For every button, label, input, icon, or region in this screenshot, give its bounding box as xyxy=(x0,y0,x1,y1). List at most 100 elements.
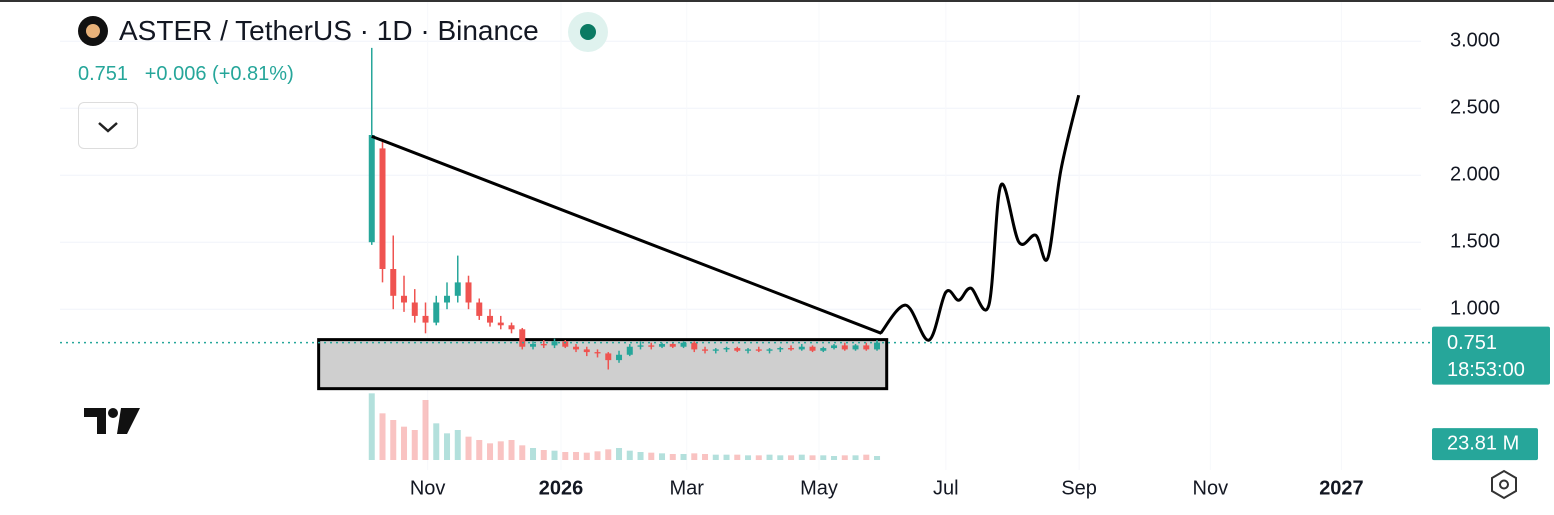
candle-body xyxy=(702,349,709,351)
candle-body xyxy=(497,322,504,326)
volume-bar xyxy=(798,454,805,460)
candle-body xyxy=(626,346,633,355)
candle-body xyxy=(777,348,784,350)
candle-body xyxy=(809,346,816,351)
y-tick-label: 2.000 xyxy=(1450,163,1500,185)
x-tick-label: 2027 xyxy=(1319,477,1364,499)
volume-bar xyxy=(454,430,461,460)
volume-bar xyxy=(831,456,838,460)
volume-bar xyxy=(583,452,590,460)
volume-bar xyxy=(820,455,827,460)
volume-bar xyxy=(368,393,375,460)
candle-body xyxy=(583,349,590,353)
candle-body xyxy=(755,349,762,351)
volume-bar xyxy=(422,400,429,460)
settings-icon[interactable] xyxy=(1491,469,1517,500)
volume-bar xyxy=(766,454,773,460)
volume-bar xyxy=(734,454,741,460)
x-tick-label: Nov xyxy=(410,477,446,499)
candle-body xyxy=(573,346,580,350)
volume-bar xyxy=(573,452,580,460)
volume-bar xyxy=(669,454,676,460)
volume-bar xyxy=(788,455,795,460)
collapse-button[interactable] xyxy=(78,102,138,149)
volume-bar xyxy=(659,453,666,460)
chevron xyxy=(98,122,118,133)
volume-bar xyxy=(594,451,601,460)
y-tick-label: 1.000 xyxy=(1450,297,1500,319)
last-price: 0.751 xyxy=(78,63,129,85)
volume-bar xyxy=(680,454,687,460)
candle-body xyxy=(508,325,515,330)
x-tick-label: May xyxy=(800,477,838,499)
volume-bar xyxy=(626,450,633,460)
x-tick-label: Sep xyxy=(1061,477,1097,499)
candle-body xyxy=(637,345,644,347)
volume-bar xyxy=(863,454,870,460)
market-status[interactable] xyxy=(568,12,608,52)
volume-bar xyxy=(691,453,698,460)
trendline xyxy=(371,134,882,335)
candle-body xyxy=(562,341,569,347)
volume-label-box xyxy=(1432,428,1538,461)
volume-bar xyxy=(702,454,709,460)
volume-bar xyxy=(723,454,730,460)
volume-label: 23.81 M xyxy=(1447,432,1519,454)
candle-body xyxy=(444,295,451,303)
candle-body xyxy=(390,269,397,296)
candle-body xyxy=(454,282,461,296)
projection-path xyxy=(879,94,1081,342)
candle-body xyxy=(487,315,494,323)
symbol-logo xyxy=(78,16,108,46)
tv-logo xyxy=(84,408,140,434)
volume-bar xyxy=(562,452,569,460)
candle-body xyxy=(422,315,429,323)
x-tick-label: 2026 xyxy=(539,477,584,499)
volume-bar xyxy=(379,413,386,460)
volume-bar xyxy=(841,455,848,460)
candle-body xyxy=(551,341,558,346)
volume-bar xyxy=(390,420,397,460)
volume-bar xyxy=(508,440,515,460)
x-tick-label: Nov xyxy=(1193,477,1229,499)
volume-bar xyxy=(519,445,526,460)
y-tick-label: 2.500 xyxy=(1450,96,1500,118)
candle-body xyxy=(594,352,601,354)
volume-bar xyxy=(874,456,881,460)
candle-body xyxy=(798,346,805,350)
volume-bar xyxy=(777,455,784,460)
candle-body xyxy=(712,349,719,351)
candle-body xyxy=(401,295,408,303)
candle-body xyxy=(659,344,666,347)
volume-bar xyxy=(755,455,762,460)
candle-body xyxy=(863,345,870,350)
volume-bar xyxy=(551,450,558,460)
candle-body xyxy=(680,342,687,347)
candle-body xyxy=(874,342,881,350)
volume-bar xyxy=(465,436,472,460)
volume-bar xyxy=(809,455,816,460)
candle-body xyxy=(788,348,795,350)
volume-bar xyxy=(616,448,623,460)
price-line: 0.751 +0.006 (+0.81%) xyxy=(78,63,294,86)
volume-bar xyxy=(637,452,644,460)
volume-bar xyxy=(411,430,418,460)
candle-body xyxy=(476,302,483,316)
candle-body xyxy=(379,148,386,269)
volume-bar xyxy=(540,450,547,460)
volume-bar xyxy=(530,448,537,460)
y-tick-label: 1.500 xyxy=(1450,230,1500,252)
candle-body xyxy=(519,329,526,347)
candle-body xyxy=(766,349,773,351)
price-label-box xyxy=(1432,326,1550,385)
volume-bar xyxy=(497,441,504,460)
volume-bar xyxy=(745,455,752,460)
volume-bar xyxy=(852,455,859,460)
volume-bar xyxy=(648,452,655,460)
candle-body xyxy=(734,348,741,351)
volume-bar xyxy=(433,423,440,460)
y-tick-label: 3.000 xyxy=(1450,29,1500,51)
candle-body xyxy=(820,348,827,351)
candle-body xyxy=(669,344,676,347)
